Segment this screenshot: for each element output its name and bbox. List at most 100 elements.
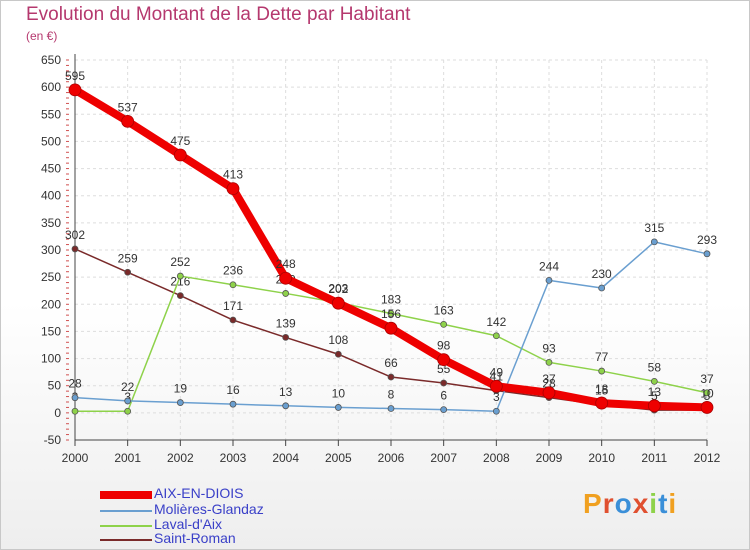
data-point (650, 377, 658, 385)
data-point (598, 284, 606, 292)
y-tick-label: 150 (41, 324, 61, 338)
y-tick-label: 500 (41, 134, 61, 148)
x-tick-label: 2000 (62, 451, 89, 465)
data-label: 10 (332, 386, 346, 400)
data-point (595, 396, 609, 410)
data-point (331, 296, 345, 310)
data-point (545, 276, 553, 284)
data-point (440, 379, 448, 387)
data-label: 139 (276, 316, 296, 330)
x-tick-label: 2004 (272, 451, 299, 465)
data-point (700, 401, 714, 414)
data-label: 6 (440, 389, 447, 403)
data-label: 202 (328, 282, 348, 296)
proxiti-logo: Proxiti (583, 488, 677, 520)
data-point (71, 245, 79, 253)
data-point (703, 250, 711, 258)
logo-letter: i (649, 488, 659, 519)
data-label: 28 (68, 377, 82, 391)
data-label: 413 (223, 168, 243, 182)
data-point (124, 397, 132, 405)
data-label: 230 (592, 267, 612, 281)
data-point (176, 292, 184, 300)
data-point (703, 389, 711, 397)
x-tick-label: 2007 (430, 451, 457, 465)
y-tick-label: 650 (41, 53, 61, 67)
legend-label: Laval-d'Aix (154, 516, 223, 532)
data-point (489, 379, 503, 393)
data-point (176, 272, 184, 280)
y-tick-label: 250 (41, 270, 61, 284)
data-label: 302 (65, 228, 85, 242)
data-label: 93 (542, 341, 556, 355)
data-point (440, 406, 448, 414)
data-label: 19 (174, 382, 188, 396)
data-point (387, 310, 395, 317)
x-tick-label: 2012 (694, 451, 721, 465)
data-label: 156 (381, 307, 401, 321)
data-point (647, 399, 661, 413)
data-label: 66 (384, 356, 398, 370)
chart-title: Evolution du Montant de la Dette par Hab… (26, 4, 411, 25)
data-point (173, 148, 187, 162)
data-label: 244 (539, 259, 559, 273)
data-point (124, 268, 132, 276)
data-label: 58 (648, 360, 662, 374)
data-point (68, 83, 82, 97)
data-point (282, 402, 290, 410)
data-label: 3 (124, 390, 131, 404)
data-label: 163 (434, 303, 454, 317)
data-label: 475 (170, 134, 190, 148)
data-label: 18 (595, 382, 609, 396)
data-label: 77 (595, 350, 609, 364)
data-label: 15 (595, 384, 609, 398)
legend-swatch (100, 539, 152, 541)
data-label: 49 (490, 365, 504, 379)
x-tick-label: 2006 (378, 451, 405, 465)
data-point (229, 281, 237, 289)
data-label: 98 (437, 339, 451, 353)
x-tick-label: 2011 (641, 451, 667, 465)
data-label: 37 (542, 372, 556, 386)
legend-item-laval-d-aix: Laval-d'Aix (100, 516, 400, 533)
y-tick-label: -50 (44, 433, 62, 447)
data-label: 108 (328, 333, 348, 347)
data-point (282, 333, 290, 341)
legend-label: AIX-EN-DIOIS (154, 485, 244, 501)
x-tick-label: 2008 (483, 451, 510, 465)
data-label: 10 (700, 386, 714, 400)
data-label: 259 (118, 251, 138, 265)
legend-swatch (100, 525, 152, 527)
data-point (598, 367, 606, 375)
y-tick-label: 200 (41, 297, 61, 311)
data-point (542, 386, 556, 400)
data-point (334, 350, 342, 358)
data-point (226, 182, 240, 196)
data-label: 41 (490, 370, 504, 384)
data-label: 8 (388, 388, 395, 402)
logo-letter: i (668, 488, 678, 519)
data-label: 315 (644, 221, 664, 235)
data-point (650, 238, 658, 246)
data-point (440, 320, 448, 328)
logo-letter: P (583, 488, 603, 519)
legend-label: Molières-Glandaz (154, 501, 264, 517)
data-label: 203 (328, 282, 348, 296)
data-label: 171 (223, 299, 243, 313)
data-label: 22 (121, 380, 135, 394)
data-point (229, 400, 237, 408)
data-label: 13 (279, 385, 293, 399)
data-label: 252 (170, 255, 190, 269)
y-tick-label: 550 (41, 107, 61, 121)
legend-swatch (100, 491, 152, 499)
y-tick-label: 350 (41, 216, 61, 230)
data-point (282, 290, 290, 297)
logo-letter: o (614, 488, 633, 519)
legend-item-aix-en-diois: AIX-EN-DIOIS (100, 485, 400, 502)
data-label: 142 (486, 315, 506, 329)
logo-letter: r (602, 488, 615, 519)
data-point (387, 373, 395, 381)
data-point (71, 394, 79, 402)
